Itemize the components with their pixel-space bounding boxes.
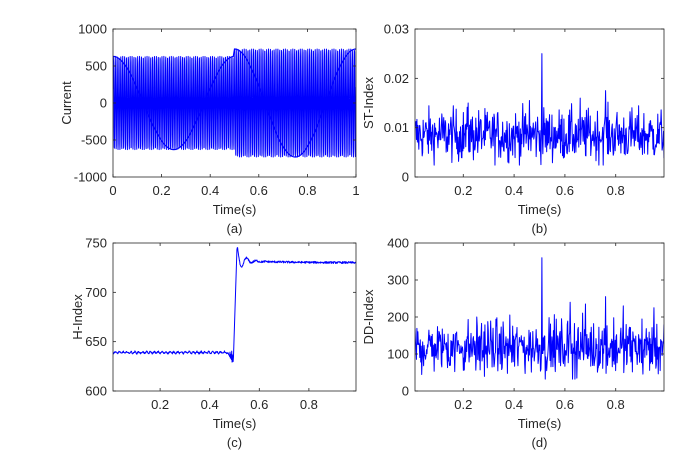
y-tick-label: 300 [387, 273, 409, 288]
x-axis-label: Time(s) [518, 416, 562, 431]
x-tick-label: 0.4 [505, 397, 523, 412]
plot-area [415, 243, 664, 391]
x-tick-label: 0.2 [151, 397, 169, 412]
y-tick-label: 0 [402, 170, 409, 185]
x-tick-label: 0.2 [454, 183, 472, 198]
series-line [113, 247, 356, 363]
y-tick-label: 750 [85, 236, 107, 251]
x-axis-label: Time(s) [213, 202, 257, 217]
x-tick-label: 0.8 [607, 183, 625, 198]
y-tick-label: 0.01 [384, 120, 409, 135]
panel-label: (a) [227, 221, 243, 236]
x-tick-label: 0 [109, 183, 116, 198]
y-axis-label: Current [59, 81, 74, 125]
series-st-index [415, 53, 664, 166]
series-line [415, 53, 664, 166]
y-tick-label: 600 [85, 384, 107, 399]
plot-clip [415, 53, 664, 166]
x-tick-label: 0.2 [153, 183, 171, 198]
series-line [113, 48, 356, 158]
y-tick-label: 700 [85, 285, 107, 300]
panel-b: 0.2 0.4 0.6 0.8 0 0.01 0.02 0.03 Time(s) ST-Ind… [361, 22, 665, 236]
plot-clip [113, 247, 356, 363]
plot-area [415, 29, 664, 177]
y-tick-label: 650 [85, 334, 107, 349]
panel-c: 0.2 0.4 0.6 0.8 600 650 700 750 Time(s) H-Index… [70, 236, 357, 450]
x-tick-label: 0.8 [607, 397, 625, 412]
y-tick-label: -500 [81, 133, 107, 148]
y-tick-label: 0 [402, 384, 409, 399]
y-tick-label: 500 [85, 59, 107, 74]
axes-box [414, 28, 665, 178]
y-axis-label: H-Index [70, 294, 85, 340]
x-tick-label: 0.6 [250, 183, 268, 198]
y-tick-label: -1000 [74, 170, 107, 185]
x-tick-label: 0.6 [556, 183, 574, 198]
y-tick-label: 0 [100, 96, 107, 111]
panel-d: 0.2 0.4 0.6 0.8 0 100 200 300 400 Time(s) DD-Ind… [361, 236, 665, 450]
y-tick-label: 100 [387, 347, 409, 362]
y-tick-label: 400 [387, 236, 409, 251]
x-axis-label: Time(s) [213, 416, 257, 431]
panel-label: (d) [532, 435, 548, 450]
x-tick-label: 0.8 [298, 183, 316, 198]
x-tick-label: 0.4 [201, 397, 219, 412]
series-h-index [113, 247, 356, 363]
y-axis-label: ST-Index [361, 76, 376, 129]
series-dd-index [415, 257, 664, 380]
y-tick-label: 200 [387, 310, 409, 325]
x-tick-label: 0.8 [300, 397, 318, 412]
x-tick-label: 0.2 [454, 397, 472, 412]
panel-label: (c) [227, 435, 242, 450]
y-tick-label: 1000 [78, 22, 107, 37]
y-tick-label: 0.03 [384, 22, 409, 37]
series-current [113, 48, 356, 158]
x-tick-label: 1 [352, 183, 359, 198]
panel-label: (b) [532, 221, 548, 236]
plot-clip [113, 48, 356, 158]
x-axis-label: Time(s) [518, 202, 562, 217]
y-axis-label: DD-Index [361, 289, 376, 344]
series-line [415, 257, 664, 380]
x-tick-label: 0.4 [201, 183, 219, 198]
axes-box [112, 242, 357, 392]
plot-clip [415, 257, 664, 380]
y-tick-label: 0.02 [384, 71, 409, 86]
x-tick-label: 0.6 [556, 397, 574, 412]
x-tick-label: 0.4 [505, 183, 523, 198]
x-tick-label: 0.6 [250, 397, 268, 412]
